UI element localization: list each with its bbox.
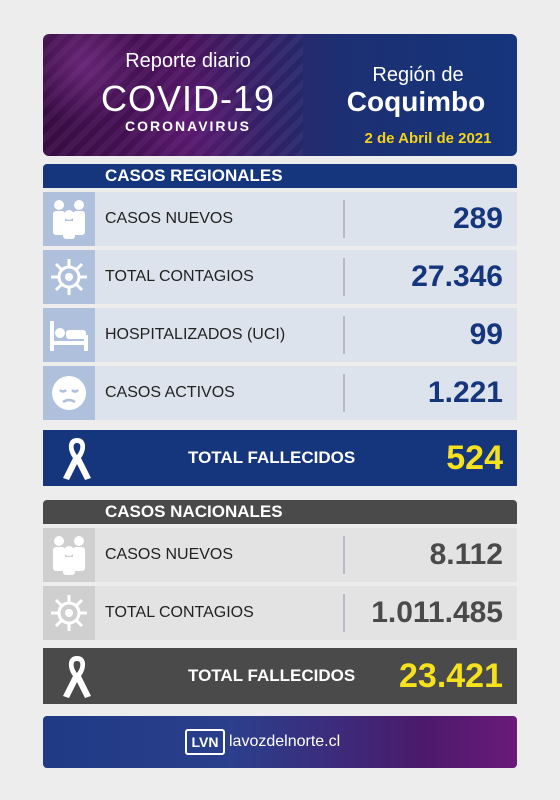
coronavirus-subtitle: CORONAVIRUS [125, 118, 251, 134]
row-value: 8.112 [429, 538, 503, 571]
region-name: Coquimbo [346, 86, 486, 117]
divider [343, 258, 345, 296]
row-label: HOSPITALIZADOS (UCI) [105, 326, 286, 343]
divider [343, 536, 345, 574]
row-value: 289 [452, 202, 503, 235]
divider [343, 200, 345, 238]
ribbon-icon [63, 438, 91, 480]
row-value: 99 [469, 318, 503, 351]
regional-row-new-cases: CASOS NUEVOS 289 [43, 192, 517, 246]
row-value: 1.011.485 [371, 596, 503, 629]
people-icon [43, 528, 95, 582]
sick-face-icon [43, 366, 95, 420]
row-label: CASOS NUEVOS [105, 546, 234, 563]
site-link[interactable]: lavozdelnorte.cl [229, 733, 341, 750]
regional-section-title: CASOS REGIONALES [43, 164, 517, 188]
divider [343, 594, 345, 632]
people-icon [43, 192, 95, 246]
report-title: Reporte diario [125, 50, 251, 72]
hospital-bed-icon [43, 308, 95, 362]
header-texture [43, 34, 303, 156]
regional-row-hospitalized: HOSPITALIZADOS (UCI) 99 [43, 308, 517, 362]
row-value: 27.346 [411, 260, 503, 293]
site-logo: LVN [185, 729, 225, 755]
deaths-label: TOTAL FALLECIDOS [188, 666, 356, 685]
row-value: 1.221 [427, 376, 503, 409]
divider [343, 316, 345, 354]
regional-row-active-cases: CASOS ACTIVOS 1.221 [43, 366, 517, 420]
region-prefix: Región de [372, 64, 464, 86]
row-label: CASOS ACTIVOS [105, 384, 235, 401]
national-deaths-bar: TOTAL FALLECIDOS 23.421 [43, 648, 517, 704]
ribbon-icon [63, 656, 91, 698]
national-section-title: CASOS NACIONALES [43, 500, 517, 524]
regional-row-total-infections: TOTAL CONTAGIOS 27.346 [43, 250, 517, 304]
row-label: CASOS NUEVOS [105, 210, 234, 227]
deaths-value: 524 [446, 439, 503, 477]
row-label: TOTAL CONTAGIOS [105, 268, 254, 285]
national-row-new-cases: CASOS NUEVOS 8.112 [43, 528, 517, 582]
national-row-total-infections: TOTAL CONTAGIOS 1.011.485 [43, 586, 517, 640]
deaths-value: 23.421 [399, 657, 503, 695]
virus-icon [43, 250, 95, 304]
divider [343, 374, 345, 412]
covid-title: COVID-19 [100, 78, 276, 119]
report-date: 2 de Abril de 2021 [364, 130, 492, 147]
footer-banner: LVN lavozdelnorte.cl [43, 716, 517, 768]
header-banner: Reporte diario COVID-19 CORONAVIRUS Regi… [43, 34, 517, 156]
regional-deaths-bar: TOTAL FALLECIDOS 524 [43, 430, 517, 486]
virus-icon [43, 586, 95, 640]
row-label: TOTAL CONTAGIOS [105, 604, 254, 621]
deaths-label: TOTAL FALLECIDOS [188, 448, 356, 467]
